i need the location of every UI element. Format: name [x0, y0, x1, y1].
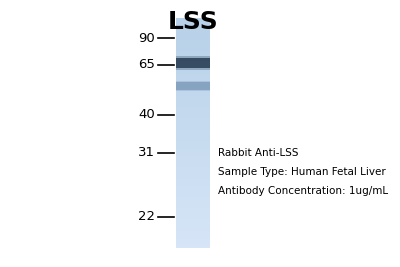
Bar	[176, 82, 210, 90]
Text: 22: 22	[138, 210, 155, 223]
Text: Sample Type: Human Fetal Liver: Sample Type: Human Fetal Liver	[218, 167, 386, 177]
Text: LSS: LSS	[168, 10, 218, 34]
Text: 90: 90	[138, 32, 155, 45]
Bar	[176, 56, 210, 70]
Text: 31: 31	[138, 147, 155, 159]
Text: Rabbit Anti-LSS: Rabbit Anti-LSS	[218, 148, 298, 158]
Bar	[176, 81, 210, 91]
Text: 65: 65	[138, 58, 155, 72]
Text: Antibody Concentration: 1ug/mL: Antibody Concentration: 1ug/mL	[218, 186, 388, 196]
Text: 40: 40	[138, 108, 155, 121]
Bar	[176, 58, 210, 68]
